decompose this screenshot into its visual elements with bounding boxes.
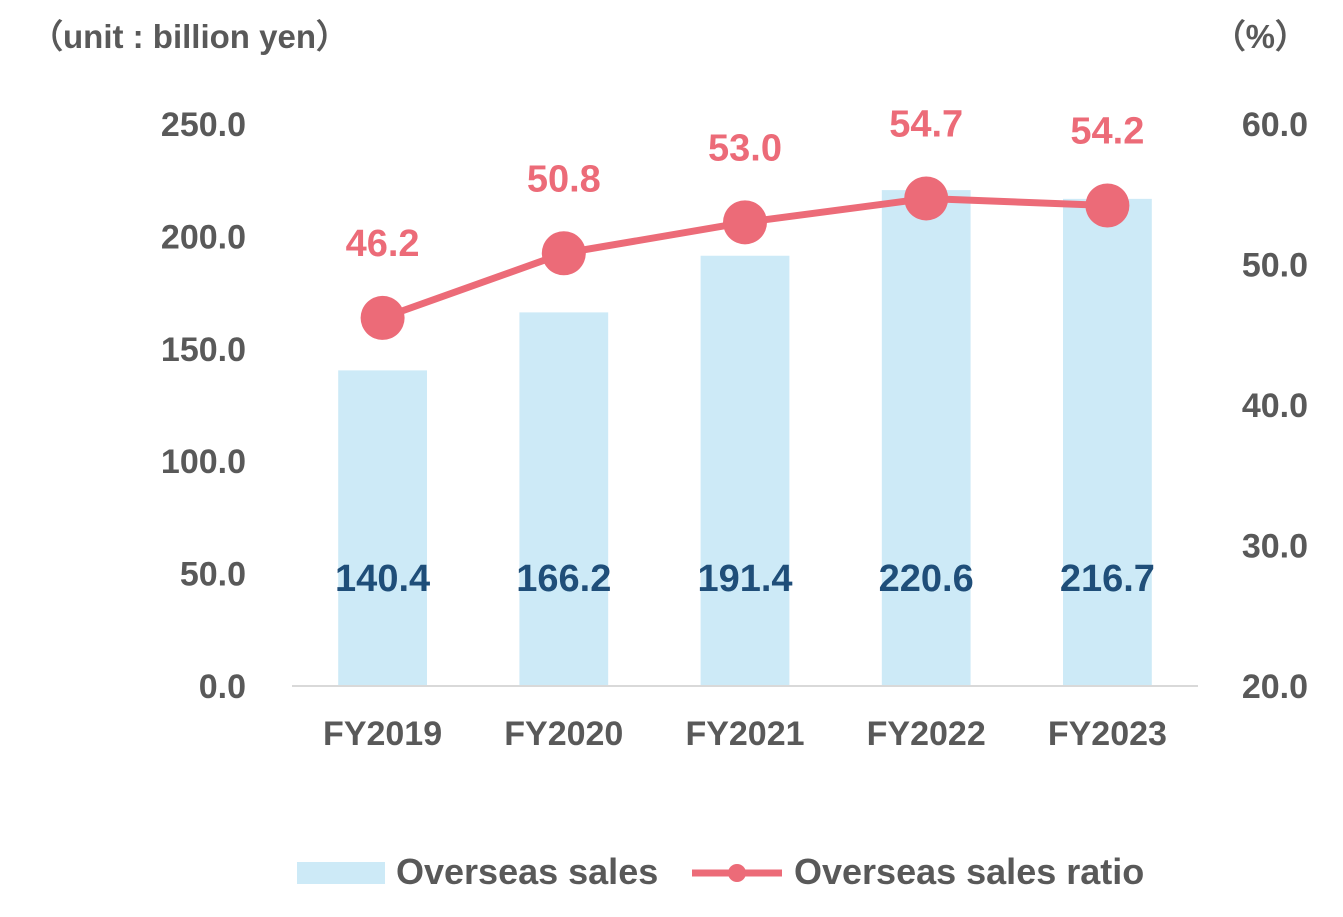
ratio-marker	[360, 295, 405, 340]
ratio-value-label: 54.2	[1070, 110, 1144, 152]
bar	[1063, 198, 1152, 686]
bar-value-label: 191.4	[697, 558, 792, 600]
legend-swatch-marker	[728, 864, 746, 882]
left-axis-tick-label: 250.0	[161, 106, 246, 144]
x-axis-tick-label: FY2020	[504, 715, 623, 753]
right-axis-tick-label: 50.0	[1242, 247, 1308, 285]
bar-series	[338, 190, 1152, 687]
left-axis-tick-label: 50.0	[180, 556, 246, 594]
bar	[881, 190, 971, 687]
ratio-marker	[541, 231, 586, 276]
x-axis-ticks: FY2019 FY2020 FY2021 FY2022 FY2023	[323, 715, 1167, 753]
left-axis-tick-label: 150.0	[161, 331, 246, 369]
x-axis-tick-label: FY2019	[323, 715, 442, 753]
right-axis-unit-label: （%）	[1213, 18, 1308, 55]
ratio-marker	[723, 200, 767, 245]
right-axis-ticks: 20.0 30.0 40.0 50.0 60.0	[1242, 106, 1308, 706]
bar-value-label: 216.7	[1060, 558, 1155, 600]
left-axis-ticks: 0.0 50.0 100.0 150.0 200.0 250.0	[161, 106, 246, 706]
ratio-marker	[1085, 183, 1130, 228]
legend: Overseas sales Overseas sales ratio	[297, 851, 1144, 892]
right-axis-tick-label: 60.0	[1242, 106, 1308, 144]
ratio-value-label: 50.8	[527, 158, 601, 200]
right-axis-tick-label: 20.0	[1242, 668, 1308, 706]
legend-swatch-overseas-sales	[297, 862, 385, 884]
ratio-value-label: 53.0	[708, 127, 782, 169]
ratio-marker	[904, 176, 949, 221]
ratio-value-label: 46.2	[346, 223, 420, 265]
bar	[338, 370, 427, 686]
left-axis-tick-label: 100.0	[161, 443, 246, 481]
line-series: 46.2 50.8 53.0 54.7 54.2	[346, 103, 1144, 340]
right-axis-tick-label: 40.0	[1242, 387, 1308, 425]
bar	[519, 312, 609, 686]
bar	[700, 255, 790, 687]
left-axis-tick-label: 200.0	[161, 218, 246, 256]
bar-value-label: 140.4	[335, 558, 430, 600]
bar-data-labels: 140.4 166.2 191.4 220.6 216.7	[335, 558, 1155, 600]
bar-value-label: 166.2	[516, 558, 611, 600]
bar-value-label: 220.6	[879, 558, 974, 600]
ratio-value-label: 54.7	[889, 103, 963, 145]
right-axis-tick-label: 30.0	[1242, 528, 1308, 566]
left-axis-tick-label: 0.0	[199, 668, 246, 706]
legend-label-overseas-sales-ratio: Overseas sales ratio	[794, 851, 1144, 892]
left-axis-unit-label: （unit : billion yen）	[30, 18, 349, 55]
x-axis-tick-label: FY2023	[1048, 715, 1167, 753]
x-axis-tick-label: FY2021	[685, 715, 804, 753]
legend-label-overseas-sales: Overseas sales	[396, 851, 658, 892]
x-axis-tick-label: FY2022	[867, 715, 986, 753]
